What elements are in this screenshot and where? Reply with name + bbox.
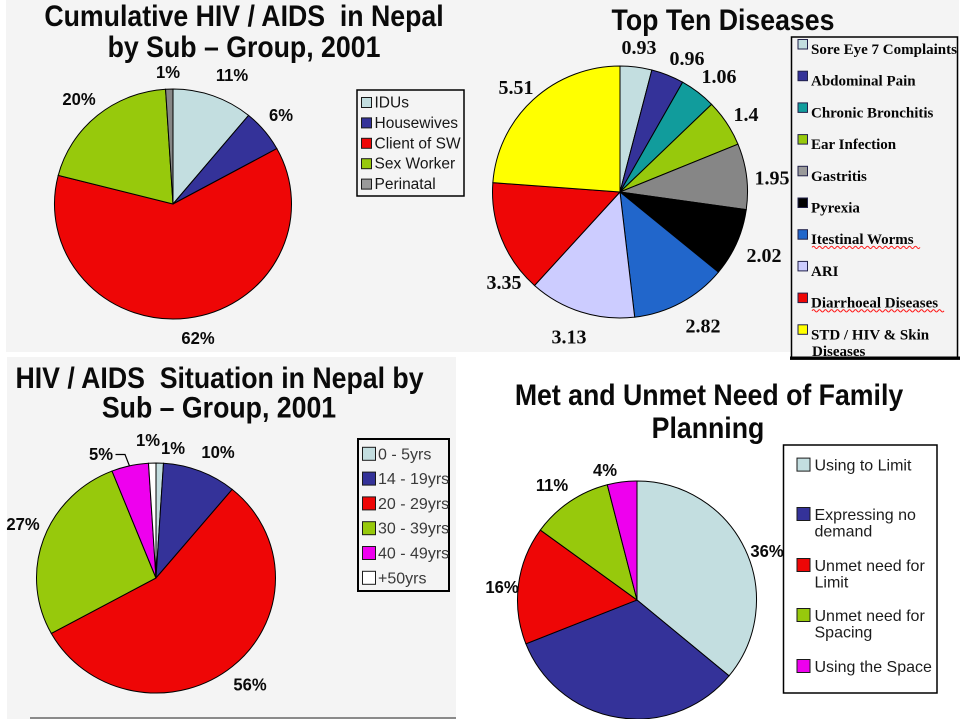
svg-text:Pyrexia: Pyrexia: [811, 201, 860, 217]
svg-text:1.06: 1.06: [702, 66, 737, 88]
svg-text:Gastritis: Gastritis: [811, 169, 867, 185]
svg-text:20%: 20%: [62, 90, 95, 109]
svg-text:HIV / AIDS Situation in Nepal: HIV / AIDS Situation in Nepal by: [15, 362, 423, 396]
svg-text:36%: 36%: [750, 542, 783, 561]
svg-text:11%: 11%: [536, 476, 568, 495]
svg-text:16%: 16%: [485, 578, 518, 597]
svg-text:62%: 62%: [181, 329, 214, 348]
svg-text:Expressing no: Expressing no: [815, 507, 916, 524]
svg-text:0 - 5yrs: 0 - 5yrs: [378, 446, 431, 463]
svg-text:1.4: 1.4: [734, 104, 759, 126]
svg-text:Planning: Planning: [652, 412, 765, 446]
svg-text:Sub – Group, 2001: Sub – Group, 2001: [102, 391, 336, 425]
svg-text:by Sub – Group, 2001: by Sub – Group, 2001: [108, 31, 381, 65]
svg-text:Top Ten Diseases: Top Ten Diseases: [612, 4, 835, 38]
svg-text:Client of SW: Client of SW: [375, 135, 462, 152]
svg-text:Housewives: Housewives: [375, 115, 459, 132]
svg-text:Diseases: Diseases: [812, 344, 865, 360]
svg-text:0.96: 0.96: [670, 48, 705, 70]
svg-text:20 - 29yrs: 20 - 29yrs: [378, 496, 449, 513]
svg-text:5%: 5%: [89, 445, 113, 464]
svg-text:Spacing: Spacing: [815, 625, 873, 642]
svg-text:Unmet need for: Unmet need for: [815, 608, 926, 625]
svg-text:+50yrs: +50yrs: [378, 570, 426, 587]
svg-text:Using to Limit: Using to Limit: [815, 458, 912, 475]
svg-text:10%: 10%: [201, 443, 234, 462]
svg-text:Itestinal Worms: Itestinal Worms: [811, 232, 914, 248]
svg-text:2.82: 2.82: [686, 316, 721, 338]
svg-text:27%: 27%: [6, 515, 39, 534]
svg-text:Cumulative HIV / AIDS in Nepa: Cumulative HIV / AIDS in Nepal: [44, 0, 443, 33]
svg-text:5.51: 5.51: [499, 77, 534, 99]
svg-text:1%: 1%: [136, 431, 160, 450]
svg-text:Sore Eye 7 Complaints: Sore Eye 7 Complaints: [811, 42, 957, 58]
svg-text:IDUs: IDUs: [375, 95, 410, 112]
svg-text:2.02: 2.02: [747, 245, 782, 267]
svg-text:Diarrhoeal Diseases: Diarrhoeal Diseases: [811, 296, 938, 312]
svg-text:1%: 1%: [161, 439, 185, 458]
svg-text:Abdominal Pain: Abdominal Pain: [811, 74, 916, 90]
svg-text:demand: demand: [815, 524, 873, 541]
svg-text:Sex Worker: Sex Worker: [375, 156, 456, 173]
svg-text:3.13: 3.13: [552, 327, 587, 349]
svg-text:3.35: 3.35: [487, 272, 522, 294]
svg-text:Ear Infection: Ear Infection: [811, 137, 897, 153]
svg-text:Perinatal: Perinatal: [375, 176, 436, 193]
svg-text:4%: 4%: [593, 461, 617, 480]
svg-text:30 - 39yrs: 30 - 39yrs: [378, 521, 449, 538]
svg-text:ARI: ARI: [811, 264, 839, 280]
svg-text:Unmet need for: Unmet need for: [815, 558, 926, 575]
svg-text:1.95: 1.95: [755, 168, 790, 190]
svg-text:STD / HIV & Skin: STD / HIV & Skin: [811, 327, 930, 343]
svg-text:56%: 56%: [233, 675, 266, 694]
svg-text:6%: 6%: [269, 106, 293, 125]
svg-text:0.93: 0.93: [622, 37, 657, 59]
svg-text:1%: 1%: [156, 63, 180, 82]
svg-text:Using the Space: Using the Space: [815, 659, 933, 676]
svg-text:Met and Unmet Need of Family: Met and Unmet Need of Family: [515, 379, 904, 413]
svg-text:11%: 11%: [216, 66, 248, 85]
svg-text:14 - 19yrs: 14 - 19yrs: [378, 471, 449, 488]
svg-text:Limit: Limit: [815, 575, 849, 592]
svg-text:Chronic Bronchitis: Chronic Bronchitis: [811, 105, 934, 121]
svg-text:40 - 49yrs: 40 - 49yrs: [378, 546, 449, 563]
